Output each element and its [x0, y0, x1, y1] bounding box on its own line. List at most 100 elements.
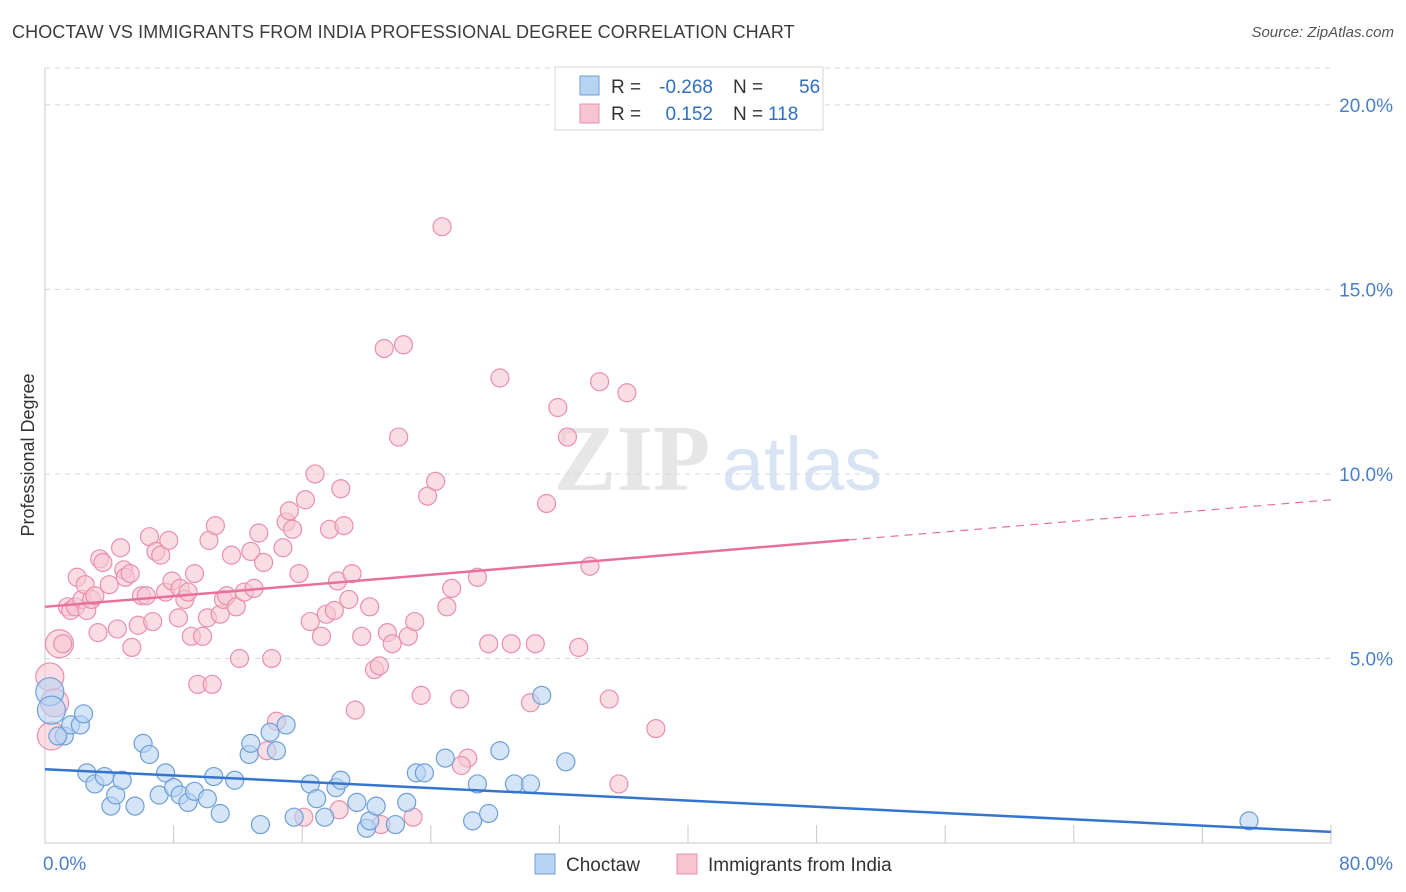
india-point-80: [369, 656, 389, 676]
legend-swatch-choctaw: [579, 75, 600, 96]
choctaw-point-15: [155, 763, 176, 783]
choctaw-point-44: [435, 748, 455, 768]
choctaw-point-29: [276, 715, 296, 735]
y-tick-label-0: 5.0%: [1350, 649, 1393, 670]
india-point-93: [442, 578, 462, 598]
india-point-111: [646, 718, 666, 739]
choctaw-point-30: [284, 807, 304, 827]
choctaw-point-11: [125, 796, 145, 816]
india-point-56: [254, 552, 274, 573]
y-tick-label-2: 15.0%: [1339, 280, 1393, 301]
legend-n-value-india: 118: [768, 104, 798, 125]
india-point-92: [437, 597, 457, 617]
india-point-61: [279, 501, 299, 521]
india-point-50: [226, 597, 246, 617]
india-point-23: [122, 637, 142, 658]
gridlines: [45, 67, 1331, 659]
chart-source: Source: ZipAtlas.com: [1251, 24, 1394, 41]
india-point-75: [342, 563, 362, 584]
choctaw-point-10: [112, 770, 132, 790]
legend-r-label-choctaw: R =: [611, 77, 641, 98]
series-legend: Choctaw Immigrants from India: [534, 853, 892, 876]
india-point-97: [479, 634, 499, 654]
india-point-41: [192, 626, 213, 646]
india-point-90: [426, 471, 446, 491]
choctaw-point-55: [48, 726, 68, 746]
india-point-78: [360, 597, 380, 617]
choctaw-point-25: [241, 733, 261, 753]
choctaw-point-45: [462, 811, 483, 831]
legend-n-label-india: N =: [733, 104, 763, 125]
choctaw-point-20: [197, 789, 217, 809]
india-point-34: [168, 608, 189, 628]
choctaw-point-23: [225, 770, 245, 790]
watermark-zip: ZIP: [554, 407, 711, 511]
y-tick-label-1: 10.0%: [1339, 465, 1393, 486]
india-point-62: [282, 519, 303, 539]
india-point-99: [501, 634, 521, 654]
legend-box: [554, 66, 824, 131]
india-point-110: [617, 383, 637, 403]
india-point-94: [450, 689, 470, 709]
india-point-63: [289, 563, 309, 584]
india-point-103: [548, 397, 568, 418]
india-point-53: [241, 541, 261, 562]
choctaw-point-26: [250, 814, 271, 835]
choctaw-point-54: [36, 695, 67, 725]
choctaw-point-41: [397, 792, 417, 813]
trend-line-india-extension: [848, 499, 1332, 541]
y-axis-title: Professional Degree: [18, 373, 38, 536]
trend-line-choctaw: [44, 767, 1332, 834]
choctaw-point-7: [94, 766, 115, 787]
india-point-16: [93, 552, 113, 573]
india-point-72: [331, 479, 351, 499]
india-point-107: [589, 372, 610, 392]
choctaw-point-40: [385, 814, 406, 835]
choctaw-point-4: [73, 704, 94, 724]
bottom-legend-label-choctaw: Choctaw: [566, 855, 640, 876]
india-point-17: [99, 575, 119, 595]
india-point-64: [295, 490, 316, 510]
india-point-70: [324, 600, 344, 621]
choctaw-point-50: [520, 774, 541, 794]
choctaw-point-47: [479, 803, 499, 824]
india-point-67: [311, 626, 332, 646]
india-point-44: [202, 674, 222, 694]
choctaw-point-36: [347, 792, 367, 813]
india-point-116: [451, 755, 471, 776]
india-point-59: [273, 538, 293, 558]
india-point-74: [339, 589, 359, 610]
trend-line-india: [44, 538, 849, 609]
india-point-96: [467, 567, 488, 587]
choctaw-point-53: [1239, 811, 1259, 831]
correlation-legend: R = -0.268 N = 56 R = 0.152 N = 118: [554, 66, 824, 131]
india-point-51: [229, 648, 250, 669]
choctaw-point-13: [139, 744, 160, 765]
x-tick-label-min: 0.0%: [43, 854, 86, 875]
choctaw-point-32: [307, 789, 327, 809]
india-point-28: [143, 611, 163, 632]
legend-n-label-choctaw: N =: [733, 77, 763, 98]
choctaw-point-22: [210, 803, 230, 824]
legend-r-value-india: 0.152: [665, 104, 713, 125]
india-point-55: [249, 523, 269, 543]
india-point-87: [405, 611, 425, 632]
india-point-108: [599, 689, 619, 709]
india-point-73: [334, 516, 354, 536]
india-point-104: [557, 427, 578, 447]
y-tick-label-3: 20.0%: [1339, 96, 1393, 117]
india-point-4: [53, 634, 73, 654]
choctaw-point-48: [490, 741, 510, 761]
choctaw-point-33: [315, 807, 335, 827]
bottom-legend-swatch-india: [676, 853, 698, 875]
india-point-81: [374, 338, 394, 359]
choctaw-point-51: [532, 685, 552, 705]
y-tick-labels: 5.0% 10.0% 15.0% 20.0%: [1339, 96, 1393, 671]
series-choctaw: [35, 677, 1259, 838]
india-point-76: [345, 700, 365, 720]
india-point-105: [569, 637, 589, 658]
legend-swatch-india: [579, 103, 600, 124]
choctaw-point-28: [266, 741, 287, 761]
india-point-85: [393, 335, 414, 355]
